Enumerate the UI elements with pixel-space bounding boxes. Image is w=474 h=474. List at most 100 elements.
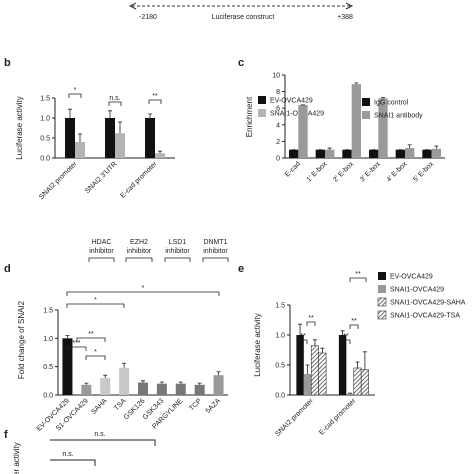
legend-label: SNAI1-OVCA429-SAHA xyxy=(390,300,466,307)
x-tick-label: E-cad promoter xyxy=(318,397,358,437)
y-axis-label: Enrichment xyxy=(245,96,254,137)
error-bar xyxy=(178,381,183,384)
legend-swatch xyxy=(378,272,386,280)
error-bar xyxy=(354,82,359,85)
bar xyxy=(353,367,362,396)
x-tick-label: 5' E-box xyxy=(412,160,435,183)
construct-start: -2180 xyxy=(139,14,157,21)
y-tick-label: 8 xyxy=(276,89,280,96)
bar xyxy=(155,153,165,158)
y-tick-label: 1.0 xyxy=(40,116,50,123)
x-tick-label: E-cad promoter xyxy=(119,160,159,200)
error-bar xyxy=(340,330,345,335)
legend-label: SNAI1-OVCA429 xyxy=(390,287,444,294)
bar xyxy=(346,393,354,395)
y-tick-label: 0.5 xyxy=(40,136,50,143)
annotation: n.s. xyxy=(62,451,73,458)
annotation: * xyxy=(74,87,77,94)
bar xyxy=(360,369,369,396)
bar xyxy=(378,98,388,158)
x-tick-label: TSA xyxy=(113,397,128,412)
legend-label: EV-OVCA429 xyxy=(270,98,313,105)
error-bar xyxy=(381,97,385,99)
group-bracket xyxy=(164,257,191,262)
y-tick-label: 1.0 xyxy=(43,336,53,343)
error-bar xyxy=(305,364,310,374)
y-tick-label: 1.5 xyxy=(275,303,285,310)
annotation: ** xyxy=(308,315,314,322)
error-bar xyxy=(158,150,162,154)
bracket xyxy=(148,99,162,104)
bar xyxy=(156,383,167,395)
error-bar xyxy=(141,380,145,383)
x-tick-label: EV-OVCA429 xyxy=(36,398,71,433)
bracket xyxy=(306,321,316,326)
bar xyxy=(75,142,85,158)
panel-label: c xyxy=(238,57,244,69)
x-tick-label: SAHA xyxy=(90,397,109,416)
bar xyxy=(100,378,111,395)
legend-label: SNAI1 antibody xyxy=(374,113,423,120)
y-axis-label: Fold change of SNAI2 xyxy=(17,300,26,379)
bar xyxy=(298,104,308,158)
panel-label: d xyxy=(4,263,11,275)
panel-label: e xyxy=(238,263,244,275)
bar xyxy=(325,149,335,158)
bar xyxy=(405,148,415,158)
error-bar xyxy=(65,335,70,339)
error-bar xyxy=(148,113,152,118)
bracket xyxy=(85,355,106,360)
annotation: * xyxy=(94,349,97,356)
legend-swatch xyxy=(377,297,387,307)
y-tick-label: 0.0 xyxy=(40,156,50,163)
y-tick-label: 0.5 xyxy=(275,363,285,370)
y-axis-label: er activity xyxy=(12,442,21,474)
bar xyxy=(422,149,432,158)
annotation: * xyxy=(94,297,97,304)
bracket xyxy=(50,439,156,466)
x-tick-label: 2' E-box xyxy=(332,160,355,183)
bracket xyxy=(68,93,82,98)
group-label: inhibitor xyxy=(203,248,228,255)
bar xyxy=(351,84,361,158)
annotation: ** xyxy=(300,333,306,340)
group-label: DNMT1 xyxy=(203,239,227,246)
annotation: ** xyxy=(343,333,349,340)
bar xyxy=(289,149,299,158)
annotation: ** xyxy=(152,93,158,100)
legend-swatch xyxy=(378,285,386,293)
y-tick-label: 1.5 xyxy=(40,96,50,103)
error-bar xyxy=(362,351,367,370)
y-tick-label: 10 xyxy=(272,73,280,80)
x-tick-label: 3' E-box xyxy=(359,160,382,183)
bar xyxy=(318,352,327,396)
error-bar xyxy=(298,323,303,335)
bar xyxy=(369,149,379,158)
annotation: ** xyxy=(351,318,357,325)
bracket xyxy=(66,346,87,351)
legend-swatch xyxy=(362,98,370,106)
error-bar xyxy=(84,382,89,385)
bar xyxy=(431,148,441,158)
y-axis-label: Luciferase activity xyxy=(253,313,262,377)
panel-label: f xyxy=(4,429,8,441)
group-label: inhibitor xyxy=(89,248,114,255)
panel-label: b xyxy=(4,57,11,69)
group-label: HDAC xyxy=(92,239,112,246)
bracket xyxy=(298,339,308,344)
error-bar xyxy=(312,339,317,346)
y-tick-label: 0 xyxy=(276,156,280,163)
annotation: * xyxy=(142,285,145,292)
y-tick-label: 1.0 xyxy=(275,333,285,340)
group-bracket xyxy=(125,257,153,262)
legend-swatch xyxy=(362,111,370,119)
y-tick-label: 0.0 xyxy=(43,393,53,400)
bar xyxy=(342,149,352,158)
y-axis-label: Luciferase activity xyxy=(15,96,24,160)
bar xyxy=(395,149,405,158)
group-label: EZH2 xyxy=(130,239,148,246)
bar xyxy=(315,149,325,158)
group-label: inhibitor xyxy=(127,248,152,255)
error-bar xyxy=(118,121,122,134)
annotation: *** xyxy=(72,340,80,347)
